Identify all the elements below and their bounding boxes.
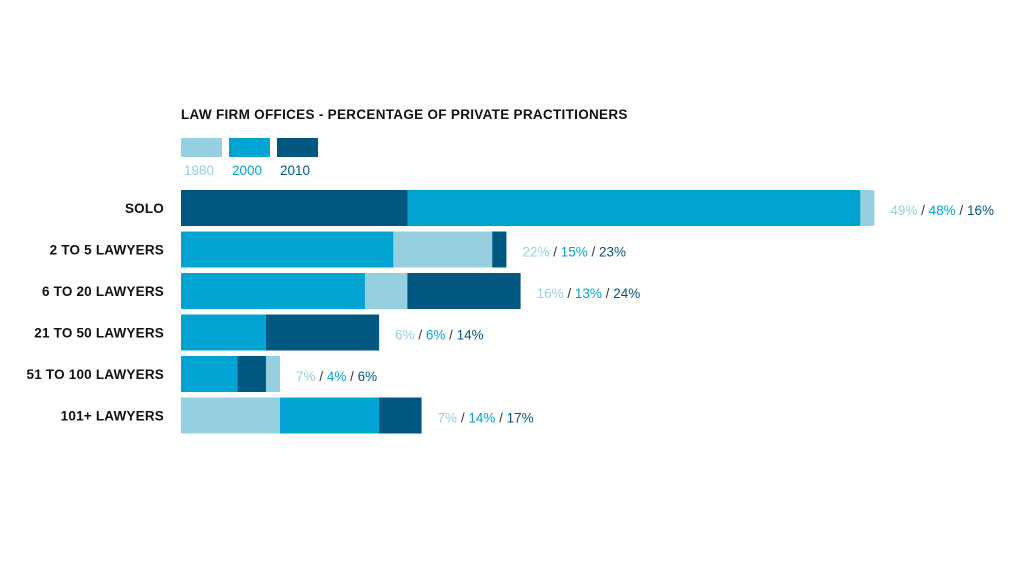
value-label-2000: 48%: [929, 203, 956, 218]
value-label-2000: 4%: [327, 369, 347, 384]
value-label-1980: 7%: [438, 411, 458, 426]
value-label-1980: 7%: [296, 369, 316, 384]
value-separator: /: [917, 203, 928, 218]
value-separator: /: [445, 328, 456, 343]
category-label: 2 TO 5 LAWYERS: [50, 243, 164, 258]
value-label-2010: 6%: [358, 369, 378, 384]
bar-4-2000: [181, 356, 238, 392]
value-label-row: 49% / 48% / 16%: [890, 203, 994, 218]
value-label-2010: 24%: [613, 286, 640, 301]
value-label-1980: 49%: [890, 203, 917, 218]
bar-2-2000: [181, 273, 365, 309]
value-separator: /: [495, 411, 506, 426]
value-label-2010: 14%: [457, 328, 484, 343]
value-label-2010: 17%: [507, 411, 534, 426]
bar-groups: [181, 190, 875, 434]
value-separator: /: [316, 369, 327, 384]
value-label-2000: 6%: [426, 328, 446, 343]
value-label-row: 22% / 15% / 23%: [522, 245, 626, 260]
category-labels: SOLO 2 TO 5 LAWYERS 6 TO 20 LAWYERS 21 TO 5…: [27, 201, 164, 424]
bar-5-1980: [181, 397, 281, 434]
value-separator: /: [956, 203, 967, 218]
legend-swatch-1980: [181, 138, 222, 157]
legend-label-1980: 1980: [184, 163, 214, 178]
chart-title: LAW FIRM OFFICES - PERCENTAGE OF PRIVATE…: [181, 107, 628, 122]
legend-label-2000: 2000: [232, 163, 262, 178]
value-label-1980: 22%: [522, 245, 549, 260]
value-separator: /: [457, 411, 468, 426]
value-separator: /: [415, 328, 426, 343]
category-label: 101+ LAWYERS: [61, 409, 164, 424]
value-label-row: 6% / 6% / 14%: [395, 328, 484, 343]
value-separator: /: [346, 369, 357, 384]
value-label-2000: 13%: [575, 286, 602, 301]
legend-swatch-2010: [277, 138, 318, 157]
value-separator: /: [564, 286, 575, 301]
value-label-row: 7% / 14% / 17%: [438, 411, 534, 426]
value-label-2000: 14%: [468, 411, 495, 426]
legend: 1980 2000 2010: [181, 138, 318, 178]
value-labels: 49% / 48% / 16% 22% / 15% / 23% 16% / 13% …: [296, 203, 994, 426]
category-label: 51 TO 100 LAWYERS: [27, 367, 164, 382]
bar-1-2000: [181, 231, 394, 268]
value-label-2010: 16%: [967, 203, 994, 218]
value-label-row: 7% / 4% / 6%: [296, 369, 377, 384]
value-label-1980: 16%: [537, 286, 564, 301]
category-label: 21 TO 50 LAWYERS: [34, 326, 164, 341]
category-label: 6 TO 20 LAWYERS: [42, 284, 164, 299]
legend-swatch-2000: [229, 138, 270, 157]
value-separator: /: [602, 286, 613, 301]
value-label-row: 16% / 13% / 24%: [537, 286, 641, 301]
value-separator: /: [549, 245, 560, 260]
bar-0-2010: [181, 190, 408, 226]
value-label-2010: 23%: [599, 245, 626, 260]
legend-label-2010: 2010: [280, 163, 310, 178]
value-separator: /: [588, 245, 599, 260]
value-label-1980: 6%: [395, 328, 415, 343]
bar-3-2000: [181, 314, 266, 351]
category-label: SOLO: [125, 201, 164, 216]
value-label-2000: 15%: [561, 245, 588, 260]
